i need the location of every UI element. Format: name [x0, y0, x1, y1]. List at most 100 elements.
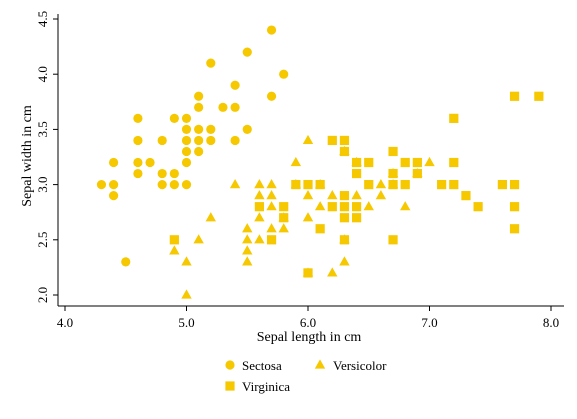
versicolor-point: [400, 201, 411, 211]
virginica-point: [315, 180, 325, 190]
virginica-point: [352, 213, 362, 223]
sectosa-point: [194, 102, 204, 112]
legend-label-versicolor: Versicolor: [333, 358, 387, 373]
virginica-point: [509, 180, 520, 190]
x-tick-label: 6.0: [300, 315, 316, 330]
versicolor-point: [205, 212, 216, 222]
sectosa-point: [169, 180, 179, 190]
versicolor-point: [375, 179, 387, 189]
sectosa-point: [133, 157, 143, 168]
versicolor-point: [302, 134, 314, 145]
virginica-point: [534, 91, 544, 101]
sectosa-point: [266, 91, 277, 101]
sectosa-point: [109, 157, 119, 168]
virginica-point: [509, 91, 520, 101]
virginica-point: [364, 180, 374, 190]
virginica-point: [473, 202, 483, 212]
sectosa-point: [121, 257, 131, 267]
virginica-point: [327, 202, 337, 212]
legend-square-marker: [225, 381, 235, 391]
sectosa-point: [194, 91, 204, 101]
versicolor-point: [278, 223, 289, 233]
sectosa-point: [206, 124, 216, 134]
versicolor-point: [254, 179, 265, 189]
sectosa-point: [181, 146, 192, 157]
sectosa-point: [181, 180, 192, 190]
sectosa-point: [194, 124, 204, 134]
x-tick-label: 4.0: [57, 315, 73, 330]
sectosa-point: [181, 157, 192, 168]
virginica-point: [291, 180, 301, 190]
virginica-point: [400, 180, 410, 190]
sectosa-point: [206, 58, 216, 68]
versicolor-point: [266, 190, 277, 200]
virginica-point: [339, 146, 350, 157]
virginica-point: [339, 191, 350, 201]
sectosa-point: [169, 113, 179, 123]
data-points: [96, 25, 544, 299]
y-tick-label: 4.5: [35, 11, 50, 27]
virginica-point: [339, 202, 350, 212]
versicolor-point: [169, 245, 180, 255]
virginica-point: [315, 224, 325, 234]
legend-triangle-marker: [314, 359, 326, 369]
virginica-point: [388, 168, 398, 179]
versicolor-point: [327, 190, 338, 200]
virginica-point: [352, 168, 362, 179]
y-tick-label: 2.0: [35, 287, 50, 303]
versicolor-point: [181, 256, 192, 266]
x-tick-label: 8.0: [543, 315, 559, 330]
virginica-point: [266, 235, 277, 245]
virginica-point: [400, 157, 410, 168]
versicolor-point: [242, 245, 253, 255]
y-axis-ticks: 2.0 2.5 3.0 3.5 4.0 4.5: [35, 11, 58, 303]
versicolor-point: [229, 179, 241, 189]
legend-circle-marker: [225, 360, 235, 370]
virginica-point: [303, 268, 313, 278]
versicolor-point: [314, 201, 326, 211]
virginica-point: [388, 235, 398, 245]
virginica-point: [169, 235, 179, 245]
virginica-point: [303, 180, 313, 190]
sectosa-point: [133, 113, 143, 123]
versicolor-point: [339, 256, 350, 266]
virginica-point: [388, 180, 398, 190]
sectosa-point: [242, 124, 252, 134]
sectosa-point: [194, 135, 204, 146]
sectosa-point: [157, 168, 167, 179]
sectosa-point: [230, 80, 240, 90]
versicolor-point: [254, 212, 265, 222]
sectosa-point: [266, 25, 277, 35]
sectosa-point: [169, 168, 179, 179]
x-axis-title: Sepal length in cm: [257, 330, 362, 345]
virginica-point: [449, 113, 459, 123]
legend: Sectosa Versicolor Virginica: [225, 358, 387, 394]
virginica-point: [449, 180, 459, 190]
sectosa-point: [279, 69, 289, 79]
virginica-point: [327, 135, 337, 146]
virginica-point: [412, 157, 422, 168]
sectosa-point: [206, 135, 216, 146]
sectosa-point: [157, 135, 167, 146]
y-tick-label: 3.0: [35, 176, 50, 192]
sectosa-point: [133, 135, 143, 146]
virginica-point: [352, 157, 362, 168]
sectosa-point: [218, 102, 228, 112]
versicolor-point: [424, 156, 435, 167]
versicolor-point: [242, 234, 253, 244]
virginica-point: [509, 224, 520, 234]
virginica-point: [339, 135, 350, 146]
virginica-point: [364, 157, 374, 168]
versicolor-point: [193, 234, 204, 244]
x-tick-label: 5.0: [178, 315, 194, 330]
legend-label-sectosa: Sectosa: [242, 358, 282, 373]
versicolor-point: [363, 201, 374, 211]
virginica-point: [339, 213, 350, 223]
virginica-point: [461, 191, 471, 201]
versicolor-point: [302, 212, 314, 222]
versicolor-point: [327, 267, 338, 277]
y-tick-label: 2.5: [35, 232, 50, 248]
versicolor-point: [302, 190, 314, 200]
